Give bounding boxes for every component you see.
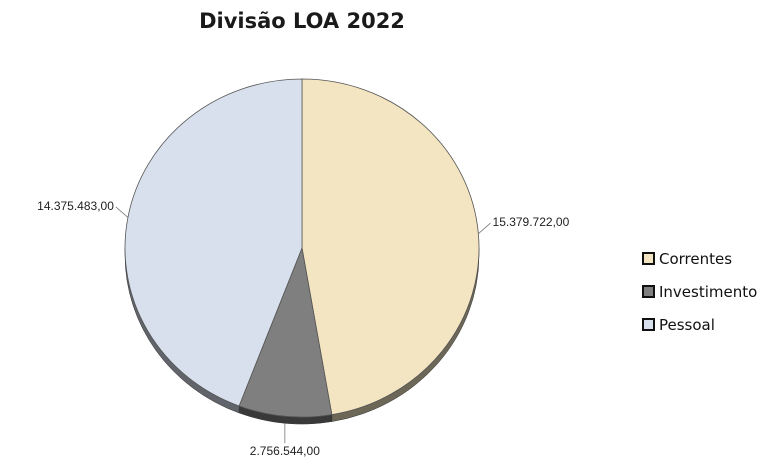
data-label-investimento: 2.756.544,00 <box>250 444 320 458</box>
legend-swatch <box>642 285 655 298</box>
legend-swatch <box>642 318 655 331</box>
legend-item-investimento: Investimento <box>642 275 757 308</box>
leader-line-2 <box>115 206 129 218</box>
legend-item-correntes: Correntes <box>642 242 757 275</box>
chart-title: Divisão LOA 2022 <box>199 9 405 33</box>
leader-line-0 <box>478 222 491 235</box>
legend-label: Investimento <box>659 282 758 301</box>
legend-swatch <box>642 252 655 265</box>
pie-slice-correntes <box>301 78 480 416</box>
data-label-correntes: 15.379.722,00 <box>493 215 570 229</box>
chart-legend: Correntes Investimento Pessoal <box>642 242 757 341</box>
legend-label: Correntes <box>659 249 733 268</box>
pie-slice-investimento <box>238 246 333 418</box>
legend-item-pessoal: Pessoal <box>642 308 757 341</box>
legend-label: Pessoal <box>659 315 715 334</box>
pie-slice-pessoal <box>124 78 303 407</box>
data-label-pessoal: 14.375.483,00 <box>37 199 114 213</box>
